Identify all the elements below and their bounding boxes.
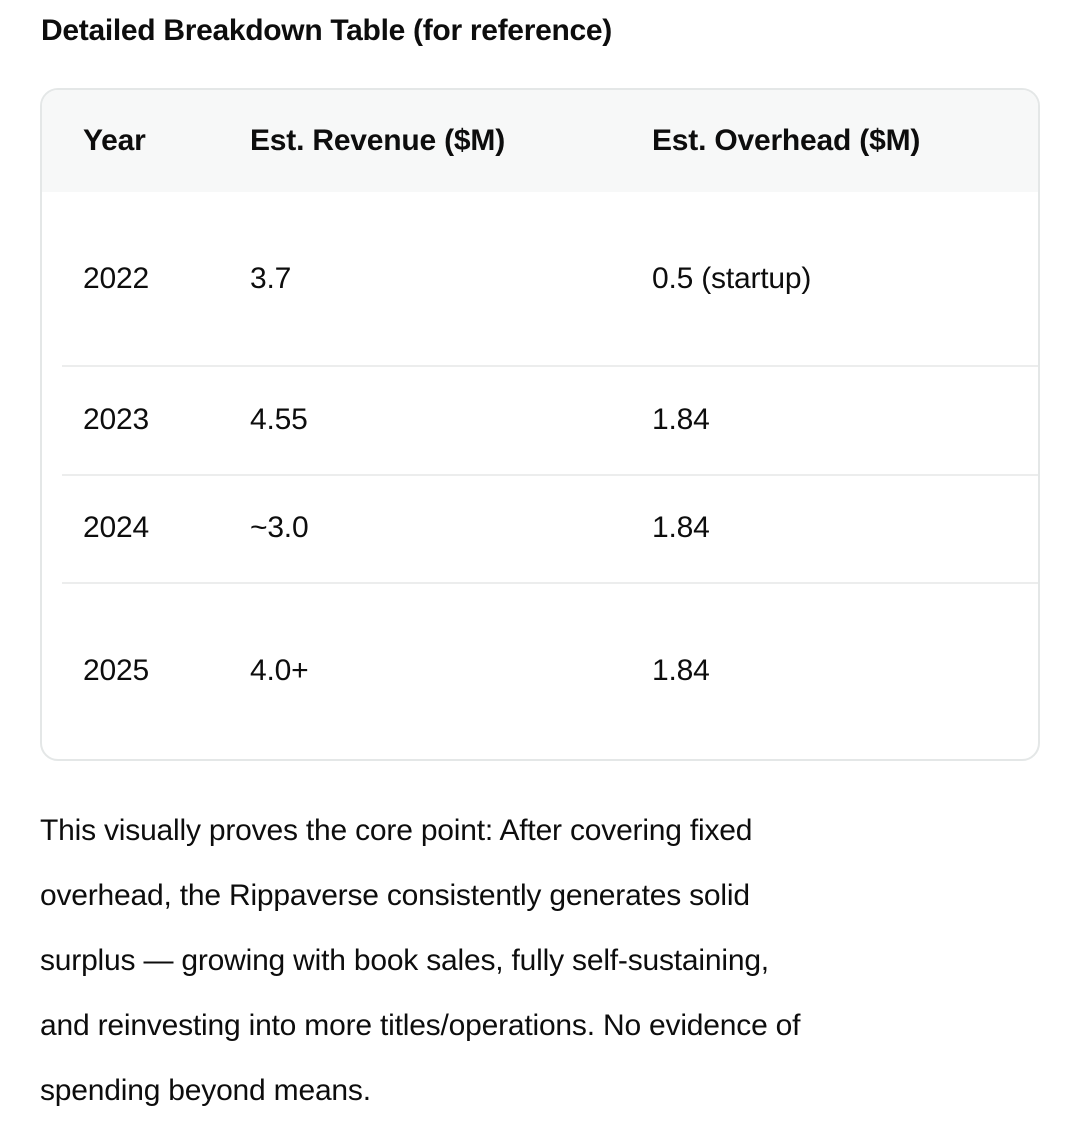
column-header-year: Year: [83, 124, 146, 157]
cell-overhead: 1.84: [652, 402, 710, 436]
table-row: 2025 4.0+ 1.84: [42, 582, 1038, 759]
column-header-revenue: Est. Revenue ($M): [250, 124, 505, 157]
table-header-row: Year Est. Revenue ($M) Est. Overhead ($M…: [42, 90, 1038, 192]
table-row: 2022 3.7 0.5 (startup): [42, 192, 1038, 365]
cell-revenue: ~3.0: [250, 511, 309, 544]
table-row: 2023 4.55 1.84: [42, 365, 1038, 474]
breakdown-table: Year Est. Revenue ($M) Est. Overhead ($M…: [40, 88, 1040, 761]
cell-revenue: 4.55: [250, 402, 308, 436]
table-row: 2024 ~3.0 1.84: [42, 474, 1038, 582]
cell-overhead: 1.84: [652, 511, 710, 544]
column-header-overhead: Est. Overhead ($M): [652, 124, 921, 157]
summary-paragraph: This visually proves the core point: Aft…: [40, 814, 801, 1107]
cell-overhead: 1.84: [652, 653, 710, 687]
cell-year: 2022: [83, 261, 149, 295]
cell-year: 2024: [83, 511, 149, 544]
cell-year: 2023: [83, 402, 149, 436]
section-heading: Detailed Breakdown Table (for reference): [41, 14, 612, 47]
cell-year: 2025: [83, 653, 149, 687]
cell-overhead: 0.5 (startup): [652, 261, 812, 295]
cell-revenue: 3.7: [250, 261, 292, 295]
cell-revenue: 4.0+: [250, 653, 309, 687]
